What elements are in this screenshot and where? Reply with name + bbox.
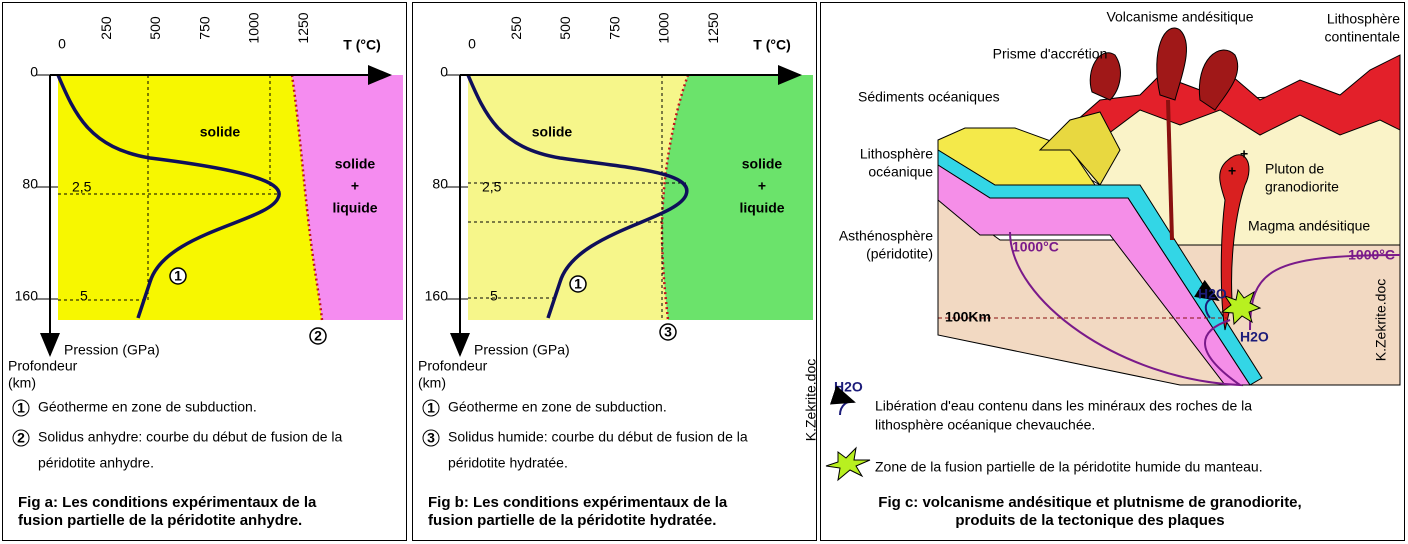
region-label: solide (742, 156, 783, 172)
depth-tick-label: 0 (440, 64, 448, 80)
legend-marker-label: 1 (427, 400, 435, 416)
temperature-tick: 1250 (705, 12, 721, 43)
depth-tick-label: 160 (15, 288, 39, 304)
temperature-tick: 1000 (656, 12, 672, 43)
region-label: solide (200, 124, 241, 140)
depth-tick-label: 160 (425, 288, 449, 304)
temperature-tick: 1000 (246, 12, 262, 43)
curve-marker-label: 1 (574, 276, 582, 292)
legend-star (826, 448, 870, 480)
legend-text: lithosphère océanique chevauchée. (875, 417, 1095, 433)
isotherm-label: 1000°C (1012, 239, 1059, 255)
region-label: liquide (332, 200, 377, 216)
curve-marker-label: 2 (314, 328, 322, 344)
temperature-tick: 1250 (295, 12, 311, 43)
label: continentale (1324, 29, 1400, 45)
water-label: H2O (1240, 329, 1269, 345)
solid-region (58, 75, 322, 320)
caption: Fig a: Les conditions expérimentaux de l… (18, 494, 317, 511)
axis-label: Profondeur (418, 358, 488, 374)
depth-tick-label: 80 (22, 176, 38, 192)
axis-title: T (°C) (753, 37, 790, 53)
legend-text: Solidus humide: courbe du début de fusio… (448, 429, 748, 445)
legend-symbol: H2O (834, 379, 863, 395)
region-label: + (351, 178, 359, 194)
panel-b: 0 250 500 750 1000 1250 T (°C) 0 80 160 2,5 5 solide… (413, 3, 819, 541)
axis-label: Profondeur (8, 358, 78, 374)
temperature-tick: 750 (606, 16, 622, 40)
temperature-tick: 500 (557, 16, 573, 40)
legend-text: Géotherme en zone de subduction. (38, 399, 257, 415)
caption: fusion partielle de la péridotite hydrat… (428, 512, 716, 529)
curve-marker-label: 3 (664, 324, 672, 340)
legend-text: Zone de la fusion partielle de la pérido… (875, 459, 1263, 475)
axis-label: (km) (8, 375, 36, 391)
pressure-tick: 2,5 (72, 179, 92, 195)
axis-label: Pression (GPa) (474, 342, 570, 358)
label: Sédiments océaniques (858, 89, 1000, 105)
isotherm-label: 1000°C (1348, 247, 1395, 263)
pressure-tick: 5 (490, 288, 498, 304)
axis-title: T (°C) (343, 37, 380, 53)
axis-label: (km) (418, 375, 446, 391)
legend-text: Libération d'eau contenu dans les minéra… (875, 398, 1252, 414)
caption: Fig c: volcanisme andésitique et plutnis… (878, 494, 1301, 511)
caption: Fig b: Les conditions expérimentaux de l… (428, 494, 728, 511)
axis-label: Pression (GPa) (64, 342, 160, 358)
panel-a: 0 250 500 750 1000 1250 T (°C) 0 80 160 2,5 5 solide… (3, 3, 407, 541)
pluton-mark: + (1228, 163, 1236, 179)
label: Asthénosphère (839, 228, 933, 244)
label: granodiorite (1265, 179, 1339, 195)
label: Lithosphère (860, 146, 933, 162)
curve-marker-label: 1 (174, 268, 182, 284)
region-label: + (758, 178, 766, 194)
label: Volcanisme andésitique (1106, 9, 1253, 25)
temperature-tick: 0 (58, 36, 66, 52)
legend-arrow (840, 402, 854, 415)
region-label: liquide (739, 200, 784, 216)
legend-marker-label: 1 (17, 400, 25, 416)
pressure-tick: 5 (80, 288, 88, 304)
depth-tick-label: 0 (30, 64, 38, 80)
region-label: solide (532, 124, 573, 140)
region-label: solide (335, 156, 376, 172)
pressure-tick: 2,5 (482, 179, 502, 195)
credit: K.Zekrite.doc (1373, 279, 1389, 361)
label: Magma andésitique (1248, 218, 1370, 234)
caption: produits de la tectonique des plaques (955, 512, 1224, 529)
label: (péridotite) (866, 246, 933, 262)
temperature-tick: 250 (98, 16, 114, 40)
figure: 025050075010001250T (°C)0801602,55solide… (0, 0, 1408, 544)
legend-marker-label: 3 (427, 430, 435, 446)
legend-text: péridotite anhydre. (38, 455, 154, 471)
pluton-mark: + (1240, 146, 1248, 162)
legend-text: Solidus anhydre: courbe du début de fusi… (38, 429, 343, 445)
label: océanique (868, 164, 933, 180)
depth-label: 100Km (945, 309, 991, 325)
legend-text: Géotherme en zone de subduction. (448, 399, 667, 415)
label: Lithosphère (1327, 11, 1400, 27)
legend-text: péridotite hydratée. (448, 455, 568, 471)
caption: fusion partielle de la péridotite anhydr… (18, 512, 302, 529)
temperature-tick: 250 (508, 16, 524, 40)
label: Pluton de (1265, 161, 1324, 177)
water-label: H2O (1198, 286, 1227, 302)
temperature-tick: 750 (196, 16, 212, 40)
temperature-tick: 500 (147, 16, 163, 40)
legend-marker-label: 2 (17, 430, 25, 446)
panel-c: + + Volcanisme andésitique Prisme d'accr… (821, 3, 1405, 541)
temperature-tick: 0 (468, 36, 476, 52)
credit: K.Zekrite.doc (803, 359, 819, 441)
label: Prisme d'accrétion (993, 46, 1108, 62)
depth-tick-label: 80 (432, 176, 448, 192)
